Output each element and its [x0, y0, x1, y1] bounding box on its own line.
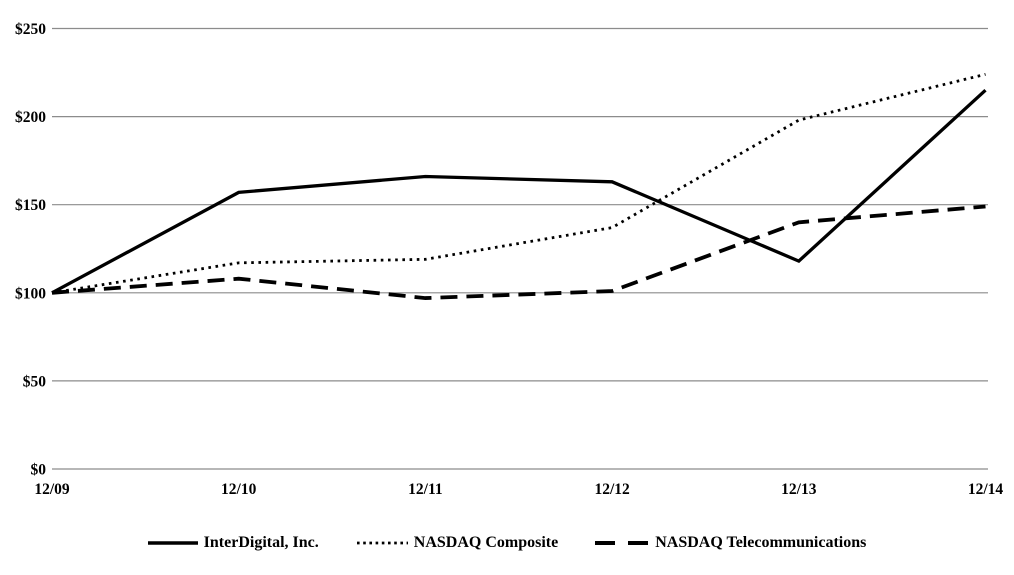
legend-dotted-line-sample	[356, 541, 408, 545]
y-axis-tick-label: $200	[15, 109, 46, 126]
y-axis-tick-label: $250	[15, 21, 46, 38]
y-axis-tick-label: $150	[15, 197, 46, 214]
y-axis-tick-label: $50	[23, 373, 47, 390]
legend-label-nasdaq-telecom: NASDAQ Telecommunications	[655, 534, 867, 551]
x-axis-tick-label: 12/10	[221, 481, 257, 498]
series-line-solid	[51, 88, 987, 295]
legend-item-interdigital: InterDigital, Inc.	[147, 534, 319, 552]
legend-item-nasdaq-telecom: NASDAQ Telecommunications	[595, 534, 866, 552]
x-axis-tick-label: 12/11	[408, 481, 442, 498]
x-axis-tick-label: 12/14	[968, 481, 1004, 498]
x-axis-tick-label: 12/13	[781, 481, 817, 498]
series-line-dotted	[51, 72, 986, 295]
chart-legend: InterDigital, Inc. NASDAQ Composite NASD…	[0, 532, 1014, 554]
y-axis-tick-label: $100	[15, 285, 46, 302]
legend-solid-line-sample	[147, 541, 198, 545]
legend-dashed-line-sample	[595, 541, 650, 545]
line-chart-plot-area: $0 $50 $100 $150 $200 $250 12/09 12/10 12/11 12/1…	[15, 21, 1004, 498]
legend-label-nasdaq-composite: NASDAQ Composite	[413, 534, 559, 551]
legend-label-interdigital: InterDigital, Inc.	[203, 534, 319, 551]
legend-item-nasdaq-composite: NASDAQ Composite	[356, 534, 558, 552]
y-axis-tick-label: $0	[31, 462, 47, 479]
x-axis-tick-label: 12/09	[34, 481, 70, 498]
x-axis-tick-label: 12/12	[594, 481, 630, 498]
series-line-dashed	[51, 204, 986, 300]
